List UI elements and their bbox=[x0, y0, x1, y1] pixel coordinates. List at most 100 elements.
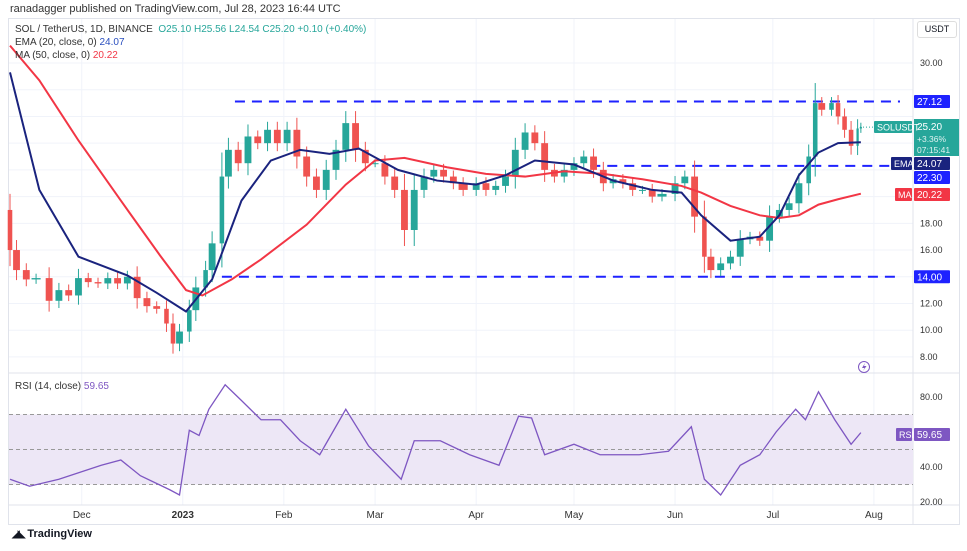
candle bbox=[766, 205, 774, 252]
candle bbox=[648, 183, 656, 203]
candle-body bbox=[342, 123, 350, 150]
time-tick-label: Dec bbox=[73, 510, 91, 521]
ema-value-badge-bg bbox=[914, 157, 950, 170]
candle-body bbox=[22, 270, 30, 280]
ma-tag: MA bbox=[895, 188, 912, 201]
candle bbox=[391, 168, 399, 198]
candle-body bbox=[657, 193, 667, 197]
level-lower-badge-bg bbox=[914, 270, 950, 284]
symbol-label[interactable]: SOL / TetherUS, 1D, BINANCE bbox=[15, 24, 153, 35]
price-tick-label: 12.00 bbox=[920, 298, 943, 308]
candle-body bbox=[313, 176, 320, 190]
candle-body bbox=[472, 183, 480, 190]
candle bbox=[856, 119, 859, 156]
ma-tag-text: MA bbox=[898, 190, 912, 200]
time-tick-label: May bbox=[565, 510, 584, 521]
candle-body bbox=[13, 250, 20, 271]
candle bbox=[22, 263, 30, 287]
candle-body bbox=[818, 103, 826, 110]
candle-body bbox=[812, 103, 818, 157]
candle bbox=[153, 301, 161, 314]
candle-body bbox=[691, 176, 699, 217]
candle-body bbox=[430, 169, 438, 177]
candle-body bbox=[511, 149, 519, 177]
candle bbox=[458, 177, 468, 196]
candle bbox=[170, 313, 176, 354]
tradingview-logo-icon: ◢◣ bbox=[12, 528, 25, 540]
ma-50-line bbox=[9, 44, 862, 297]
symbol-tag-bg bbox=[874, 121, 912, 133]
candle-body bbox=[208, 243, 216, 271]
attribution: ranadagger published on TradingView.com,… bbox=[10, 3, 341, 15]
candle bbox=[410, 173, 418, 247]
candle-body bbox=[570, 163, 578, 170]
level-upper-badge-text: 27.12 bbox=[917, 97, 942, 108]
candle bbox=[264, 121, 271, 152]
candle-body bbox=[75, 278, 82, 296]
candle bbox=[94, 277, 102, 288]
ma-value-badge-text: 20.22 bbox=[917, 190, 942, 201]
candle bbox=[420, 168, 428, 198]
candle-body bbox=[187, 310, 192, 332]
candle-body bbox=[795, 183, 803, 204]
ema-legend-label[interactable]: EMA (20, close, 0) bbox=[15, 37, 97, 48]
candle bbox=[449, 170, 457, 190]
level-upper-badge-bg bbox=[914, 94, 950, 108]
candle-body bbox=[410, 189, 418, 230]
rsi-value-badge: 59.65 bbox=[914, 428, 950, 441]
candle-body bbox=[224, 149, 232, 177]
ema-tag-text: EMA bbox=[894, 159, 914, 169]
candle-body bbox=[766, 216, 774, 241]
tradingview-logo[interactable]: ◢◣ TradingView bbox=[12, 528, 92, 540]
rsi-value-badge-bg bbox=[914, 428, 950, 441]
rsi-legend-label[interactable]: RSI (14, close) bbox=[15, 381, 82, 392]
candle-body bbox=[254, 136, 262, 144]
candle bbox=[164, 300, 169, 332]
candle bbox=[671, 176, 679, 202]
candle-body bbox=[707, 256, 715, 271]
candle-body bbox=[785, 203, 793, 210]
candle bbox=[795, 173, 803, 214]
candle bbox=[104, 272, 112, 290]
candle bbox=[859, 122, 863, 133]
candle-body bbox=[219, 176, 225, 244]
candle bbox=[756, 231, 764, 246]
candle-body bbox=[153, 306, 161, 309]
candle bbox=[521, 123, 529, 160]
candle bbox=[176, 323, 183, 352]
currency-button[interactable]: USDT bbox=[917, 21, 957, 38]
candle-body bbox=[104, 278, 112, 284]
candle bbox=[361, 141, 369, 172]
last-price-badge-bg bbox=[914, 119, 959, 156]
candle bbox=[580, 150, 588, 170]
rsi-legend-value: 59.65 bbox=[83, 381, 109, 392]
candle bbox=[224, 137, 232, 189]
candle-body bbox=[391, 176, 399, 190]
candle-body bbox=[648, 189, 656, 197]
candle bbox=[303, 146, 311, 187]
candle bbox=[727, 250, 734, 270]
candle-body bbox=[84, 278, 92, 283]
time-tick-label: Jun bbox=[667, 510, 683, 521]
candle bbox=[492, 180, 500, 196]
chart-legend: SOL / TetherUS, 1D, BINANCE O25.10 H25.5… bbox=[15, 23, 366, 62]
candle bbox=[31, 273, 41, 284]
ema-value-badge: 24.07 bbox=[914, 157, 950, 170]
ma-legend-label[interactable]: MA (50, close, 0) bbox=[15, 50, 91, 61]
lightning-icon[interactable] bbox=[858, 361, 870, 373]
candle-body bbox=[352, 123, 359, 150]
ema-legend-value: 24.07 bbox=[99, 37, 125, 48]
candle bbox=[531, 125, 539, 151]
candle-body bbox=[492, 185, 500, 190]
level-mid-badge: 22.30 bbox=[914, 171, 950, 184]
candle bbox=[313, 168, 320, 198]
last-price-badge: 25.20+3.36%07:15:41 bbox=[914, 119, 959, 156]
candle-body bbox=[322, 169, 330, 190]
rsi-tag-text: RSI bbox=[899, 430, 914, 440]
ma-legend-value: 20.22 bbox=[92, 50, 118, 61]
candle-body bbox=[94, 282, 102, 284]
candle-body bbox=[401, 189, 408, 230]
time-tick-label: Mar bbox=[367, 510, 385, 521]
close-value: C25.20 bbox=[262, 24, 295, 35]
